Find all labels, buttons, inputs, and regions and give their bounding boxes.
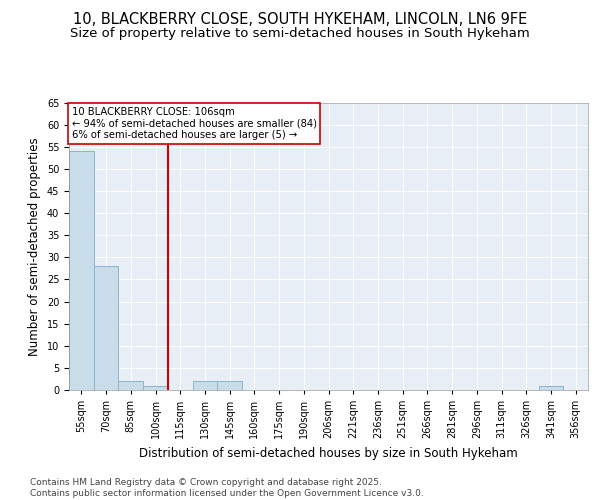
Text: 10, BLACKBERRY CLOSE, SOUTH HYKEHAM, LINCOLN, LN6 9FE: 10, BLACKBERRY CLOSE, SOUTH HYKEHAM, LIN… <box>73 12 527 28</box>
Text: Size of property relative to semi-detached houses in South Hykeham: Size of property relative to semi-detach… <box>70 28 530 40</box>
Bar <box>143 386 168 390</box>
Bar <box>69 151 94 390</box>
Text: Contains HM Land Registry data © Crown copyright and database right 2025.
Contai: Contains HM Land Registry data © Crown c… <box>30 478 424 498</box>
Bar <box>118 381 143 390</box>
Bar <box>217 381 242 390</box>
Text: 10 BLACKBERRY CLOSE: 106sqm
← 94% of semi-detached houses are smaller (84)
6% of: 10 BLACKBERRY CLOSE: 106sqm ← 94% of sem… <box>71 107 317 140</box>
Y-axis label: Number of semi-detached properties: Number of semi-detached properties <box>28 137 41 356</box>
X-axis label: Distribution of semi-detached houses by size in South Hykeham: Distribution of semi-detached houses by … <box>139 446 518 460</box>
Bar <box>539 386 563 390</box>
Bar <box>94 266 118 390</box>
Bar <box>193 381 217 390</box>
